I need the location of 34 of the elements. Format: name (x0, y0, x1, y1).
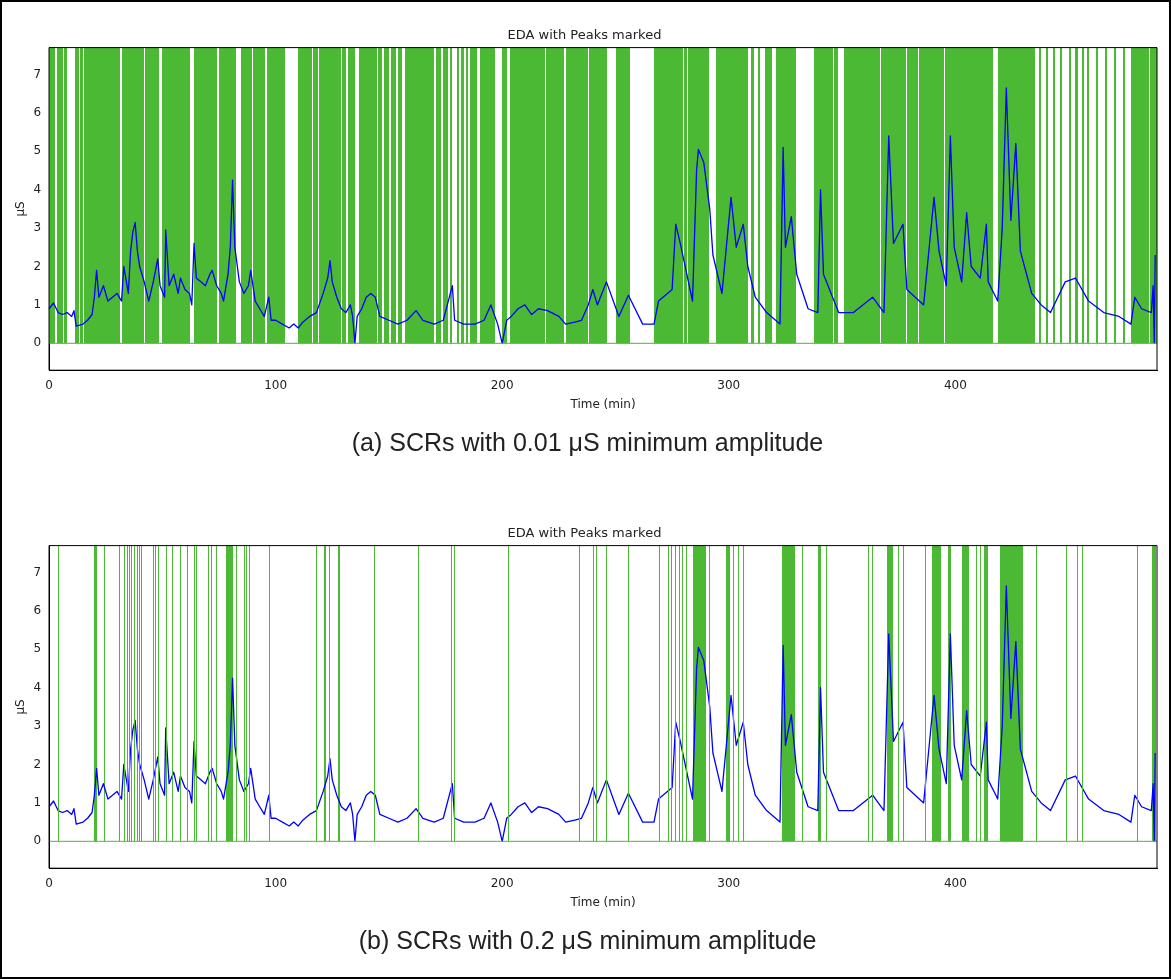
x-tick-label: 300 (717, 377, 741, 392)
y-tick-label: 7 (33, 66, 42, 81)
x-tick-label: 400 (943, 875, 967, 890)
y-tick-label: 5 (33, 143, 42, 158)
y-tick-label: 2 (33, 756, 42, 771)
y-tick-label: 2 (33, 258, 42, 273)
y-tick-label: 3 (33, 220, 42, 235)
x-tick-label: 400 (943, 377, 967, 392)
y-tick-label: 1 (33, 297, 42, 312)
y-tick-label: 4 (33, 679, 42, 694)
x-tick-label: 0 (45, 377, 53, 392)
y-tick-label: 4 (33, 181, 42, 196)
text: (b) SCRs with 0.2 μS minimum amplitude (357, 926, 818, 955)
y-tick-label: 7 (33, 564, 42, 579)
y-tick-label: 6 (33, 105, 42, 120)
x-axis-title: Time (min) (569, 894, 636, 909)
x-tick-label: 300 (717, 875, 741, 890)
text: (a) SCRs with 0.01 μS minimum amplitude (350, 428, 825, 457)
chart-title: EDA with Peaks marked (507, 525, 662, 541)
y-tick-label: 0 (33, 335, 42, 350)
y-axis-title: μS (13, 201, 28, 217)
x-axis-title: Time (min) (569, 396, 636, 411)
x-tick-label: 100 (264, 377, 288, 392)
y-tick-label: 3 (33, 718, 42, 733)
x-tick-label: 0 (45, 875, 53, 890)
y-tick-label: 6 (33, 603, 42, 618)
y-tick-label: 1 (33, 795, 42, 810)
chart-title: EDA with Peaks marked (507, 27, 662, 43)
x-tick-label: 200 (490, 377, 514, 392)
y-tick-label: 0 (33, 833, 42, 848)
x-tick-label: 100 (264, 875, 288, 890)
y-axis-title: μS (13, 699, 28, 715)
y-tick-label: 5 (33, 641, 42, 656)
x-tick-label: 200 (490, 875, 514, 890)
